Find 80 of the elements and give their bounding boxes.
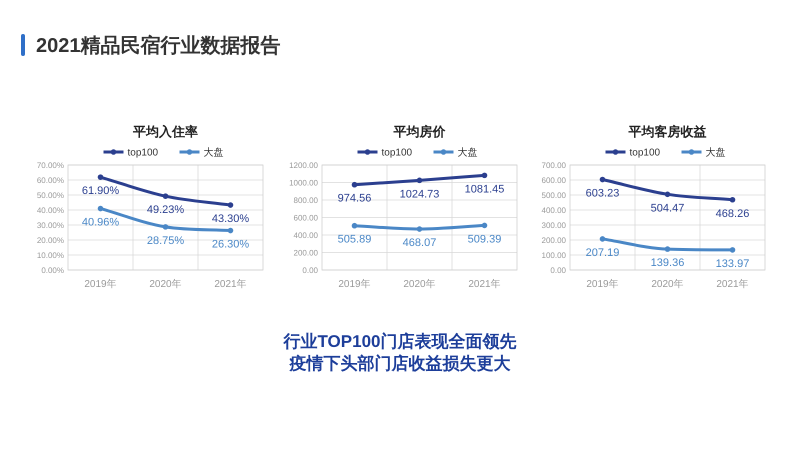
x-tick-label: 2019年 bbox=[338, 278, 371, 290]
y-tick-label: 500.00 bbox=[542, 191, 567, 200]
y-tick-label: 100.00 bbox=[542, 251, 567, 260]
y-tick-label: 70.00% bbox=[36, 161, 64, 170]
y-tick-label: 300.00 bbox=[542, 221, 567, 230]
point bbox=[416, 178, 422, 184]
data-label: 468.26 bbox=[716, 208, 750, 220]
y-tick-label: 400.00 bbox=[542, 206, 567, 215]
chart-title: 平均入住率 bbox=[132, 124, 198, 139]
x-tick-label: 2020年 bbox=[651, 278, 684, 290]
point bbox=[664, 246, 670, 252]
legend-label: 大盘 bbox=[458, 146, 478, 158]
x-tick-label: 2019年 bbox=[84, 278, 117, 290]
y-tick-label: 0.00 bbox=[302, 266, 319, 275]
text: 行业TOP100门店表现全面领先 bbox=[282, 332, 517, 351]
data-label: 28.75% bbox=[146, 234, 184, 247]
legend-label: top100 bbox=[128, 148, 159, 158]
y-tick-label: 200.00 bbox=[542, 236, 567, 245]
point bbox=[98, 206, 104, 212]
data-label: 1024.73 bbox=[400, 188, 440, 200]
y-tick-label: 50.00% bbox=[36, 191, 64, 200]
data-label: 133.97 bbox=[716, 258, 750, 270]
data-label: 504.47 bbox=[650, 202, 684, 214]
x-tick-label: 2021年 bbox=[214, 278, 247, 290]
y-tick-label: 600.00 bbox=[294, 214, 319, 222]
point bbox=[416, 226, 422, 232]
y-tick-label: 400.00 bbox=[294, 231, 319, 240]
y-tick-label: 40.00% bbox=[36, 206, 64, 215]
data-label: 49.23% bbox=[146, 204, 184, 216]
point bbox=[352, 222, 358, 229]
legend-label: 大盘 bbox=[204, 146, 224, 158]
y-tick-label: 600.00 bbox=[542, 176, 567, 185]
point bbox=[162, 193, 168, 199]
point bbox=[600, 176, 606, 182]
point bbox=[162, 224, 168, 230]
y-tick-label: 30.00% bbox=[36, 221, 64, 230]
data-label: 603.23 bbox=[586, 188, 620, 200]
y-tick-label: 1000.00 bbox=[289, 178, 319, 188]
data-label: 207.19 bbox=[586, 246, 620, 259]
y-tick-label: 1200.00 bbox=[289, 161, 319, 170]
x-tick-label: 2021年 bbox=[716, 278, 749, 290]
x-tick-label: 2021年 bbox=[468, 278, 501, 290]
x-tick-label: 2020年 bbox=[403, 278, 436, 290]
data-label: 974.56 bbox=[338, 192, 372, 205]
point bbox=[730, 247, 736, 253]
point bbox=[352, 182, 358, 188]
y-tick-label: 200.00 bbox=[294, 248, 319, 258]
chart-title: 平均客房收益 bbox=[628, 124, 706, 139]
point bbox=[664, 192, 670, 198]
data-label: 505.89 bbox=[338, 234, 372, 246]
y-tick-label: 0.00% bbox=[41, 266, 64, 275]
y-tick-label: 20.00% bbox=[36, 236, 64, 245]
data-label: 468.07 bbox=[402, 237, 436, 250]
y-tick-label: 10.00% bbox=[36, 251, 64, 260]
y-tick-label: 60.00% bbox=[36, 176, 64, 185]
text: 疫情下头部门店收益损失更大 bbox=[288, 354, 512, 373]
point bbox=[482, 222, 488, 228]
legend-label: 大盘 bbox=[706, 146, 726, 158]
data-label: 40.96% bbox=[82, 216, 120, 229]
data-label: 43.30% bbox=[212, 213, 250, 226]
point bbox=[730, 196, 736, 203]
data-label: 139.36 bbox=[650, 257, 684, 270]
point bbox=[228, 202, 234, 208]
point bbox=[482, 172, 488, 178]
y-tick-label: 700.00 bbox=[542, 161, 567, 170]
legend-label: top100 bbox=[382, 148, 413, 158]
x-tick-label: 2020年 bbox=[149, 278, 182, 290]
data-label: 509.39 bbox=[468, 233, 502, 246]
data-label: 26.30% bbox=[212, 238, 250, 251]
point bbox=[600, 236, 606, 242]
x-tick-label: 2019年 bbox=[586, 278, 619, 290]
chart-title: 平均房价 bbox=[392, 124, 446, 139]
legend-label: top100 bbox=[630, 148, 661, 158]
y-tick-label: 0.00 bbox=[550, 266, 567, 275]
text: 2021精品民宿行业数据报告 bbox=[36, 34, 280, 57]
point bbox=[228, 228, 234, 234]
y-tick-label: 800.00 bbox=[294, 196, 319, 205]
point bbox=[98, 174, 104, 180]
data-label: 61.90% bbox=[82, 185, 120, 198]
data-label: 1081.45 bbox=[464, 183, 504, 196]
